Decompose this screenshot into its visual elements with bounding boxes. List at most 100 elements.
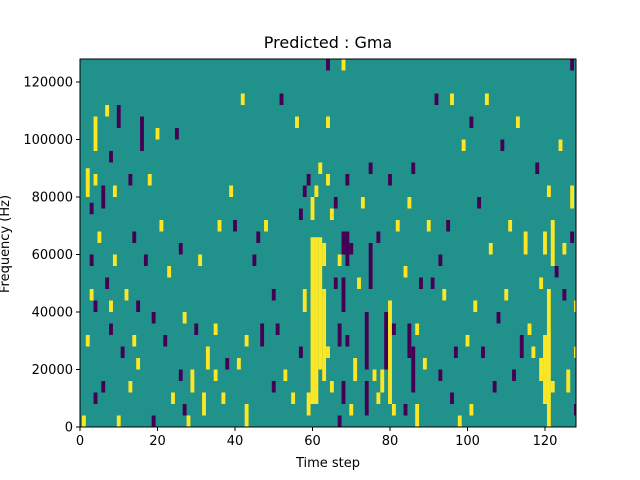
x-axis-label: Time step — [295, 456, 360, 471]
heatmap-cell — [457, 415, 462, 427]
x-tick-label: 0 — [76, 434, 84, 449]
heatmap-cell — [275, 323, 280, 335]
heatmap-cell — [147, 174, 152, 186]
heatmap-cell — [244, 335, 249, 347]
heatmap-cell — [442, 289, 447, 301]
heatmap-cell — [333, 197, 338, 209]
heatmap-cell — [310, 197, 315, 220]
heatmap-cell — [508, 220, 513, 232]
heatmap-cell — [120, 346, 125, 358]
heatmap-cell — [453, 346, 458, 358]
heatmap-cell — [151, 415, 156, 427]
heatmap-cell — [434, 93, 439, 105]
heatmap-cell — [543, 335, 547, 404]
heatmap-cell — [341, 381, 346, 404]
heatmap-cell — [105, 277, 110, 289]
heatmap-cell — [550, 220, 555, 266]
heatmap-cell — [236, 358, 241, 370]
heatmap-cell — [244, 404, 249, 427]
heatmap-cell — [109, 323, 113, 335]
y-tick-label: 120000 — [23, 76, 73, 91]
heatmap-cell — [341, 231, 346, 255]
heatmap-cell — [411, 162, 416, 174]
x-tick-label: 20 — [149, 434, 166, 449]
heatmap-cell — [291, 392, 296, 404]
heatmap-cell — [465, 335, 470, 347]
heatmap-cell — [337, 323, 342, 347]
heatmap-cell — [407, 197, 412, 209]
heatmap-cell — [159, 220, 164, 232]
heatmap-cell — [105, 105, 110, 117]
y-tick-label: 0 — [65, 421, 73, 436]
heatmap-cell — [341, 59, 346, 71]
heatmap-cell — [384, 312, 389, 370]
y-tick-label: 20000 — [32, 363, 73, 378]
heatmap-cell — [295, 116, 299, 128]
heatmap-cell — [341, 277, 346, 312]
heatmap-cell — [574, 300, 576, 312]
heatmap-cell — [368, 162, 373, 174]
heatmap-cell — [395, 220, 400, 232]
heatmap-cell — [562, 289, 567, 301]
heatmap-background — [80, 59, 576, 427]
y-axis: 0 20000 40000 60000 80000 100000 120000 — [23, 76, 80, 436]
chart-title: Predicted : Gma — [264, 33, 392, 52]
heatmap-cell — [97, 231, 102, 243]
heatmap-cell — [438, 254, 443, 266]
heatmap-cell — [403, 266, 408, 278]
heatmap-cell — [116, 105, 121, 128]
heatmap-cell — [450, 392, 454, 404]
heatmap-cell — [143, 254, 148, 266]
heatmap-cell — [380, 369, 385, 393]
heatmap-cell — [349, 404, 354, 416]
heatmap-cell — [85, 335, 90, 347]
heatmap-cell — [550, 381, 555, 393]
y-tick-label: 60000 — [32, 248, 73, 263]
heatmap-cell — [310, 237, 315, 404]
heatmap-cell — [264, 220, 268, 232]
heatmap-cell — [318, 162, 323, 174]
heatmap-cell — [450, 93, 454, 105]
heatmap-cell — [333, 277, 338, 289]
heatmap-cell — [124, 289, 129, 301]
heatmap-cell — [481, 346, 485, 358]
heatmap-cell — [539, 358, 544, 381]
x-tick-label: 60 — [304, 434, 321, 449]
heatmap-cell — [469, 404, 474, 416]
heatmap-cell — [89, 202, 94, 215]
heatmap-cell — [527, 323, 532, 335]
x-tick-label: 100 — [455, 434, 480, 449]
heatmap-cell — [329, 381, 334, 393]
heatmap-cell — [225, 358, 230, 370]
heatmap-cell — [496, 312, 501, 324]
y-tick-label: 80000 — [32, 191, 73, 206]
heatmap-cell — [345, 335, 350, 347]
y-tick-label: 40000 — [32, 306, 73, 321]
heatmap-cell — [174, 128, 179, 140]
heatmap-cells — [81, 59, 576, 427]
heatmap-cell — [376, 392, 381, 404]
heatmap-cell — [512, 369, 516, 381]
heatmap-cell — [345, 231, 350, 266]
heatmap-cell — [337, 254, 342, 266]
heatmap-cell — [329, 208, 334, 220]
heatmap-cell — [388, 174, 392, 186]
heatmap-cell — [151, 312, 156, 324]
heatmap-cell — [233, 220, 237, 232]
heatmap-cell — [171, 392, 175, 404]
heatmap-cell — [217, 220, 222, 232]
heatmap-cell — [314, 237, 319, 404]
heatmap-cell — [360, 197, 365, 209]
heatmap-cell — [132, 231, 137, 243]
heatmap-cell — [132, 335, 137, 347]
heatmap-cell — [271, 381, 276, 393]
heatmap-cell — [469, 116, 474, 128]
heatmap-cell — [322, 289, 327, 381]
heatmap-cell — [302, 185, 307, 197]
heatmap-cell — [504, 289, 509, 301]
heatmap-cell — [415, 404, 420, 427]
heatmap-cell — [89, 254, 94, 266]
heatmap-cell — [271, 289, 276, 301]
heatmap-cell — [186, 415, 191, 427]
heatmap-cell — [306, 392, 311, 416]
